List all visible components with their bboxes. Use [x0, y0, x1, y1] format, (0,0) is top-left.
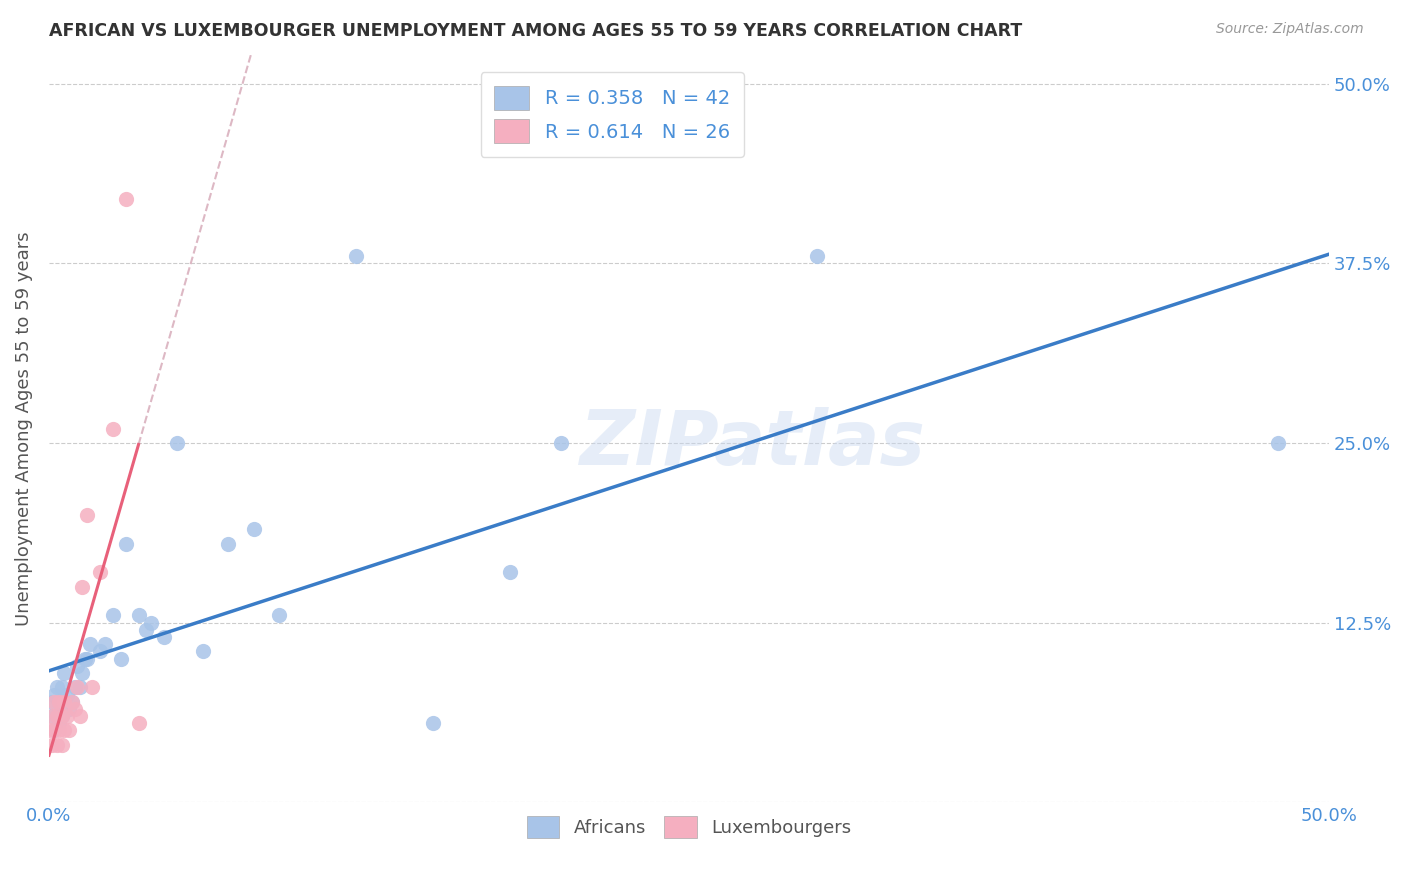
Point	[58, 723, 80, 738]
Point	[422, 716, 444, 731]
Point	[79, 637, 101, 651]
Point	[89, 566, 111, 580]
Point	[53, 695, 76, 709]
Point	[60, 695, 83, 709]
Point	[51, 738, 73, 752]
Point	[242, 522, 264, 536]
Point	[70, 665, 93, 680]
Point	[550, 436, 572, 450]
Point	[73, 651, 96, 665]
Point	[153, 630, 176, 644]
Point	[56, 688, 79, 702]
Point	[128, 608, 150, 623]
Point	[51, 709, 73, 723]
Point	[82, 681, 104, 695]
Point	[51, 709, 73, 723]
Point	[806, 249, 828, 263]
Point	[135, 623, 157, 637]
Point	[42, 688, 65, 702]
Point	[66, 681, 89, 695]
Text: ZIPatlas: ZIPatlas	[579, 407, 927, 481]
Text: AFRICAN VS LUXEMBOURGER UNEMPLOYMENT AMONG AGES 55 TO 59 YEARS CORRELATION CHART: AFRICAN VS LUXEMBOURGER UNEMPLOYMENT AMO…	[49, 22, 1022, 40]
Point	[53, 695, 76, 709]
Point	[191, 644, 214, 658]
Point	[499, 566, 522, 580]
Point	[101, 608, 124, 623]
Legend: Africans, Luxembourgers: Africans, Luxembourgers	[519, 809, 858, 846]
Point	[42, 723, 65, 738]
Point	[217, 536, 239, 550]
Point	[53, 723, 76, 738]
Point	[41, 738, 63, 752]
Point	[45, 738, 67, 752]
Point	[48, 723, 70, 738]
Point	[89, 644, 111, 658]
Point	[51, 681, 73, 695]
Point	[45, 709, 67, 723]
Point	[269, 608, 291, 623]
Point	[56, 709, 79, 723]
Point	[76, 651, 98, 665]
Point	[63, 681, 86, 695]
Point	[48, 695, 70, 709]
Point	[41, 695, 63, 709]
Point	[114, 192, 136, 206]
Point	[110, 651, 132, 665]
Point	[101, 422, 124, 436]
Point	[45, 709, 67, 723]
Point	[128, 716, 150, 731]
Point	[76, 508, 98, 522]
Point	[41, 709, 63, 723]
Point	[70, 580, 93, 594]
Point	[42, 723, 65, 738]
Point	[1267, 436, 1289, 450]
Point	[94, 637, 117, 651]
Point	[60, 695, 83, 709]
Point	[48, 695, 70, 709]
Point	[114, 536, 136, 550]
Point	[58, 702, 80, 716]
Point	[141, 615, 163, 630]
Point	[69, 709, 91, 723]
Text: Source: ZipAtlas.com: Source: ZipAtlas.com	[1216, 22, 1364, 37]
Point	[63, 702, 86, 716]
Point	[42, 695, 65, 709]
Point	[41, 709, 63, 723]
Point	[66, 658, 89, 673]
Point	[69, 681, 91, 695]
Point	[53, 665, 76, 680]
Point	[344, 249, 367, 263]
Point	[38, 723, 60, 738]
Point	[45, 681, 67, 695]
Point	[48, 716, 70, 731]
Point	[166, 436, 188, 450]
Y-axis label: Unemployment Among Ages 55 to 59 years: Unemployment Among Ages 55 to 59 years	[15, 231, 32, 626]
